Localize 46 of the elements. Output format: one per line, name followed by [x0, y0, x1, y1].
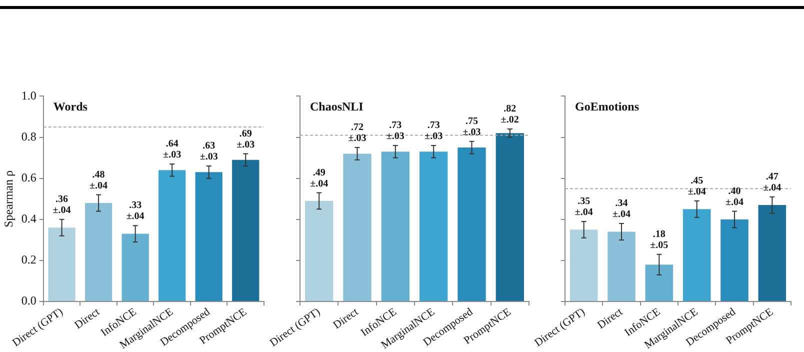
data-label: .73 ±.03	[424, 120, 443, 142]
bar	[232, 160, 260, 302]
bar	[195, 172, 222, 302]
bar	[305, 200, 334, 302]
data-label: .75 ±.03	[462, 116, 481, 138]
bar	[682, 209, 711, 302]
bar	[458, 148, 486, 302]
data-label: .49 ±.04	[310, 167, 328, 190]
y-tick-label: 0.2	[21, 252, 36, 267]
bar	[381, 152, 410, 302]
y-tick-label: 0.8	[21, 129, 36, 144]
y-tick-label: 1.0	[21, 88, 36, 102]
bar	[343, 154, 372, 302]
chart-title: GoEmotions	[575, 99, 640, 114]
bar	[570, 230, 598, 302]
data-label: .40 ±.04	[726, 186, 744, 208]
bar	[496, 133, 524, 302]
chart-title: ChaosNLI	[310, 99, 364, 114]
bar	[122, 234, 149, 302]
bar	[48, 228, 76, 302]
data-label: .73 ±.03	[386, 120, 404, 142]
chart-title: Words	[53, 99, 88, 114]
bar	[758, 205, 786, 302]
bar	[420, 152, 448, 302]
bar	[84, 202, 112, 302]
data-label: .33 ±.04	[126, 200, 144, 222]
data-label: .45 ±.04	[688, 176, 706, 198]
y-tick-label: 0.4	[21, 212, 36, 226]
data-label: .47 ±.04	[763, 171, 782, 194]
bar	[720, 219, 748, 302]
y-tick-label: 0.0	[21, 294, 36, 308]
bar	[645, 264, 674, 302]
data-label: .64 ±.03	[163, 138, 182, 161]
data-label: .82 ±.02	[500, 104, 519, 126]
y-axis-title: Spearman ρ	[1, 170, 16, 228]
data-label: .34 ±.04	[612, 198, 630, 220]
data-label: .36 ±.04	[52, 194, 71, 216]
bar	[608, 232, 636, 302]
data-label: .63 ±.03	[200, 140, 218, 163]
y-tick-label: 0.6	[21, 170, 36, 184]
data-label: .72 ±.03	[348, 122, 366, 144]
data-label: .48 ±.04	[90, 169, 108, 192]
bar	[158, 170, 186, 302]
data-label: .18 ±.05	[650, 228, 668, 251]
data-label: .35 ±.04	[574, 196, 593, 218]
data-label: .69 ±.03	[236, 128, 255, 150]
